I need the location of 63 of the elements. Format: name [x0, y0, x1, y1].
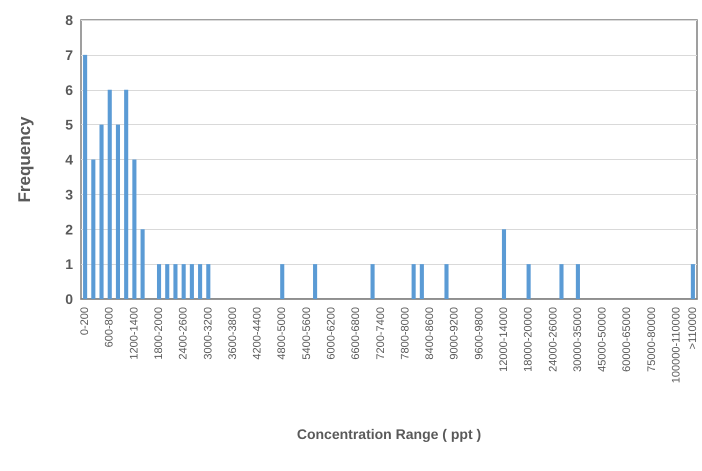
y-tick-label: 0	[65, 291, 74, 307]
x-tick-label: 18000-20000	[522, 307, 535, 372]
y-tick-label: 1	[65, 256, 74, 272]
x-tick-label: 24000-26000	[547, 307, 560, 372]
x-tick-label: 4800-5000	[276, 307, 288, 360]
bar	[108, 90, 112, 299]
x-tick-label: 9000-9200	[448, 307, 461, 360]
bar	[124, 90, 128, 299]
x-tick-label: 5400-5600	[300, 307, 313, 360]
y-tick-label: 2	[65, 221, 74, 238]
bar	[165, 264, 170, 299]
bar	[198, 264, 202, 299]
bar	[280, 264, 284, 299]
x-tick-label: 1200-1400	[128, 307, 140, 360]
bar	[576, 264, 580, 299]
x-tick-label: 7200-7400	[374, 307, 387, 360]
y-tick-label: 7	[65, 46, 74, 63]
x-tick-label: 2400-2600	[178, 307, 190, 360]
y-tick-label: 3	[65, 186, 74, 202]
x-tick-label: 45000-50000	[596, 307, 609, 372]
y-tick-label: 8	[65, 12, 74, 28]
bar	[690, 264, 695, 299]
y-tick-label: 5	[65, 116, 74, 133]
bar	[559, 264, 564, 299]
bar	[156, 264, 162, 299]
bar	[132, 160, 136, 299]
bar	[526, 264, 531, 299]
x-tick-label: 0-200	[79, 307, 92, 336]
bar	[206, 264, 210, 299]
x-tick-label: 30000-35000	[572, 307, 584, 372]
bar	[313, 264, 318, 299]
bar	[420, 264, 424, 299]
bar	[173, 264, 178, 299]
bar	[502, 229, 506, 299]
x-tick-label: 7800-8000	[399, 307, 412, 360]
bar	[370, 264, 375, 299]
x-tick-label: 3000-3200	[202, 307, 214, 360]
x-tick-label: 3600-3800	[226, 307, 239, 360]
x-tick-label: 75000-80000	[646, 307, 658, 372]
x-tick-label: 12000-14000	[498, 307, 510, 372]
x-tick-label: >110000	[686, 307, 699, 350]
x-tick-label: 6000-6200	[326, 307, 338, 360]
x-tick-label: 1800-2000	[153, 307, 166, 360]
bar	[116, 124, 120, 299]
x-tick-label: 100000-110000	[670, 307, 682, 384]
x-tick-label: 600-800	[104, 307, 116, 348]
x-axis-title: Concentration Range ( ppt )	[296, 426, 482, 442]
bar	[140, 229, 145, 299]
bar	[83, 54, 88, 299]
x-tick-label: 60000-65000	[621, 307, 634, 372]
x-tick-label: 8400-8600	[424, 307, 436, 360]
bar	[190, 264, 194, 299]
bar	[91, 160, 96, 299]
y-axis-title: Frequency	[15, 116, 34, 202]
bar	[412, 264, 416, 299]
x-tick-label: 4200-4400	[252, 307, 264, 360]
x-tick-label: 9600-9800	[473, 307, 486, 360]
bar	[99, 124, 104, 299]
y-tick-label: 6	[65, 82, 74, 98]
x-tick-label: 6600-6800	[350, 307, 362, 360]
bar	[182, 264, 186, 299]
bar	[444, 264, 449, 299]
y-tick-label: 4	[65, 152, 74, 168]
